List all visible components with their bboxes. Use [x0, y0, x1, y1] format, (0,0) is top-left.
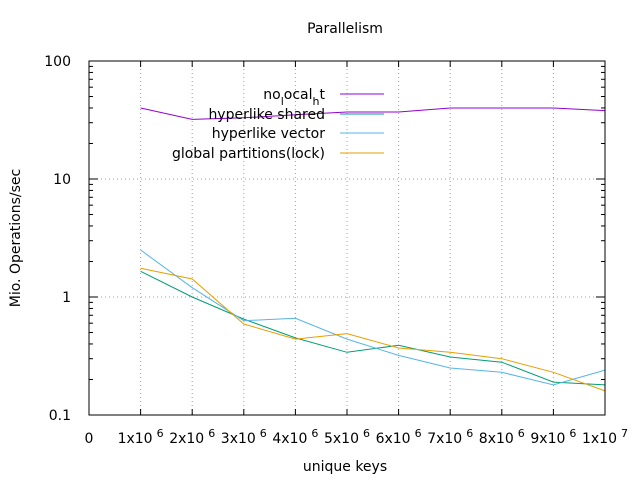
series-line-1: [140, 270, 606, 386]
x-tick-mantissa: 0: [85, 431, 94, 447]
series-line-2: [140, 249, 606, 386]
y-tick-label: 10: [53, 172, 71, 188]
y-tick-label: 0.1: [49, 408, 71, 424]
x-tick-mantissa: 4x10: [272, 431, 307, 447]
series-line-0: [140, 107, 606, 120]
y-tick-label: 100: [44, 54, 71, 70]
x-tick-exponent: 6: [157, 427, 164, 440]
x-tick-label: 3x10 6: [221, 427, 267, 447]
y-axis-label: Mio. Operations/sec: [8, 169, 24, 307]
x-tick-exponent: 6: [311, 427, 318, 440]
x-tick-label: 5x10 6: [324, 427, 370, 447]
legend-label-part: no: [263, 87, 280, 103]
x-tick-exponent: 6: [260, 427, 267, 440]
x-tick-exponent: 6: [363, 427, 370, 440]
series-lines: [140, 107, 606, 392]
y-tick-labels: 0.1 1 10 100: [44, 54, 71, 424]
x-tick-exponent: 6: [518, 427, 525, 440]
x-tick-mantissa: 5x10: [324, 431, 359, 447]
x-tick-mantissa: 6x10: [376, 431, 411, 447]
legend-label-2: hyperlike vector: [212, 126, 326, 142]
x-tick-exponent: 7: [621, 427, 628, 440]
x-tick-label: 1x10 7: [582, 427, 628, 447]
x-tick-mantissa: 8x10: [479, 431, 514, 447]
x-tick-exponent: 6: [569, 427, 576, 440]
legend-label-part: l: [281, 95, 284, 108]
x-tick-exponent: 6: [415, 427, 422, 440]
y-tick-label: 1: [62, 290, 71, 306]
x-tick-label: 0: [85, 431, 94, 447]
x-tick-label: 1x10 6: [118, 427, 164, 447]
x-tick-exponent: 6: [208, 427, 215, 440]
axis-ticks: [88, 60, 606, 416]
x-tick-label: 7x10 6: [427, 427, 473, 447]
x-tick-label: 8x10 6: [479, 427, 525, 447]
x-tick-mantissa: 3x10: [221, 431, 256, 447]
legend-label-part: ocal: [284, 87, 313, 103]
x-tick-mantissa: 2x10: [169, 431, 204, 447]
legend-label-1: hyperlike shared: [208, 107, 325, 123]
x-tick-label: 4x10 6: [272, 427, 318, 447]
x-tick-label: 6x10 6: [376, 427, 422, 447]
legend-label-part: t: [320, 87, 326, 103]
x-tick-mantissa: 9x10: [530, 431, 565, 447]
legend-label-part: h: [313, 95, 320, 108]
x-tick-label: 9x10 6: [530, 427, 576, 447]
x-tick-mantissa: 7x10: [427, 431, 462, 447]
x-tick-mantissa: 1x10: [582, 431, 617, 447]
x-tick-label: 2x10 6: [169, 427, 215, 447]
x-tick-labels: 0 1x10 6 2x10 6 3x10 6 4x10 6 5x10 6 6x10 6 7x10 6 8x10…: [85, 427, 628, 447]
legend-label-0: nolocalht: [263, 87, 325, 108]
x-tick-exponent: 6: [466, 427, 473, 440]
grid: [89, 61, 605, 415]
legend-label-3: global partitions(lock): [172, 146, 325, 162]
series-line-3: [140, 267, 606, 392]
x-tick-mantissa: 1x10: [118, 431, 153, 447]
chart-title: Parallelism: [307, 21, 383, 37]
x-axis-label: unique keys: [303, 459, 387, 475]
